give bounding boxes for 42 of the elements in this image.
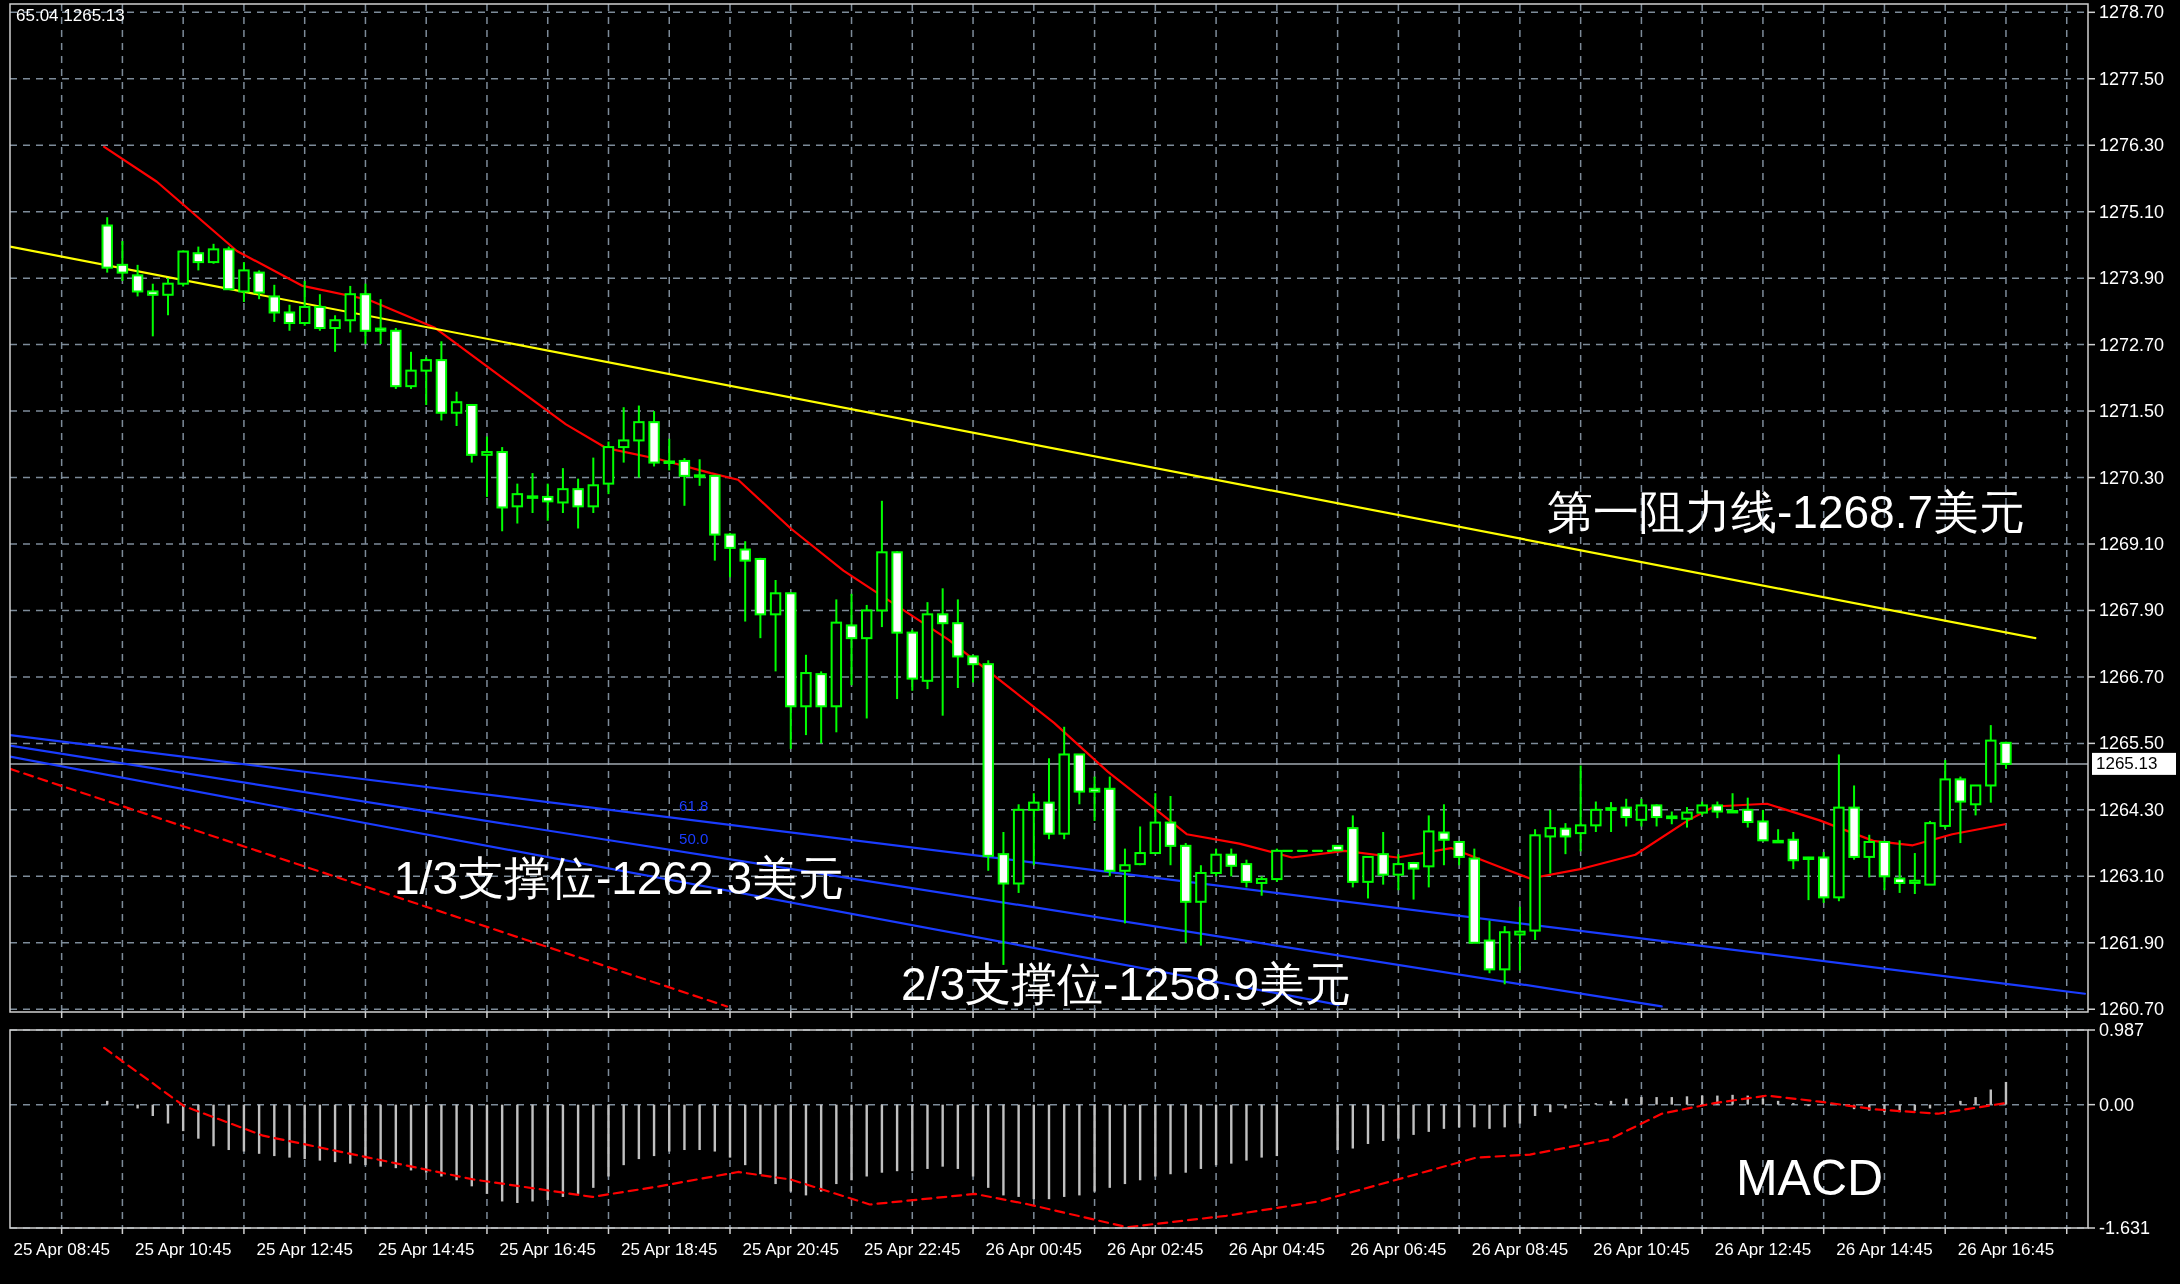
y-tick-label: 1270.30 (2099, 467, 2165, 488)
y-tick-label: 1271.50 (2099, 401, 2165, 422)
y-tick-label: 1264.30 (2099, 799, 2165, 820)
annotation: 第一阻力线-1268.7美元 (1546, 486, 2026, 538)
y-tick-label: 1277.50 (2099, 68, 2165, 89)
y-tick-label: 1272.70 (2099, 334, 2165, 355)
x-tick-label: 26 Apr 02:45 (1107, 1240, 1204, 1259)
y-tick-label: -1.631 (2099, 1218, 2151, 1238)
x-tick-label: 26 Apr 14:45 (1836, 1240, 1933, 1259)
x-tick-label: 26 Apr 08:45 (1471, 1240, 1569, 1259)
y-tick-label: 1261.90 (2099, 932, 2165, 953)
y-tick-label: 0.00 (2099, 1094, 2135, 1115)
y-tick-label: 1275.10 (2099, 201, 2165, 222)
x-tick-label: 25 Apr 14:45 (378, 1240, 475, 1259)
y-tick-label: 1260.70 (2099, 999, 2165, 1020)
y-tick-label: 1278.70 (2099, 2, 2165, 23)
y-tick-label: 1265.50 (2099, 733, 2165, 754)
y-tick-label: 1269.10 (2099, 534, 2165, 554)
x-tick-label: 25 Apr 16:45 (499, 1240, 596, 1259)
x-tick-label: 25 Apr 12:45 (256, 1240, 353, 1259)
y-tick-label: 1267.90 (2099, 600, 2165, 621)
y-tick-label: 1273.90 (2099, 268, 2165, 289)
text: MACD (1735, 1150, 1884, 1206)
series-label: 61.8 (679, 797, 709, 815)
x-tick-label: 26 Apr 16:45 (1957, 1240, 2055, 1259)
x-tick-label: 26 Apr 06:45 (1350, 1240, 1447, 1259)
x-tick-label: 25 Apr 18:45 (621, 1240, 718, 1259)
y-tick-label: 1266.70 (2099, 666, 2165, 687)
y-tick-label: 1276.30 (2099, 135, 2165, 156)
x-tick-label: 26 Apr 12:45 (1714, 1240, 1812, 1259)
annotation: 65.04 1265.13 (16, 5, 125, 25)
x-tick-label: 26 Apr 10:45 (1593, 1240, 1690, 1259)
x-tick-label: 25 Apr 08:45 (13, 1240, 110, 1259)
x-tick-label: 26 Apr 00:45 (985, 1240, 1083, 1259)
y-tick-label: 1263.10 (2099, 866, 2165, 887)
x-tick-label: 25 Apr 20:45 (742, 1240, 839, 1259)
ref-line-label: 1265.13 (2096, 754, 2158, 774)
y-tick-label: 0.987 (2099, 1020, 2145, 1040)
x-tick-label: 26 Apr 04:45 (1228, 1240, 1326, 1259)
x-tick-label: 25 Apr 22:45 (864, 1240, 961, 1259)
x-tick-label: 25 Apr 10:45 (134, 1240, 232, 1259)
series-label: 50.0 (679, 830, 709, 848)
